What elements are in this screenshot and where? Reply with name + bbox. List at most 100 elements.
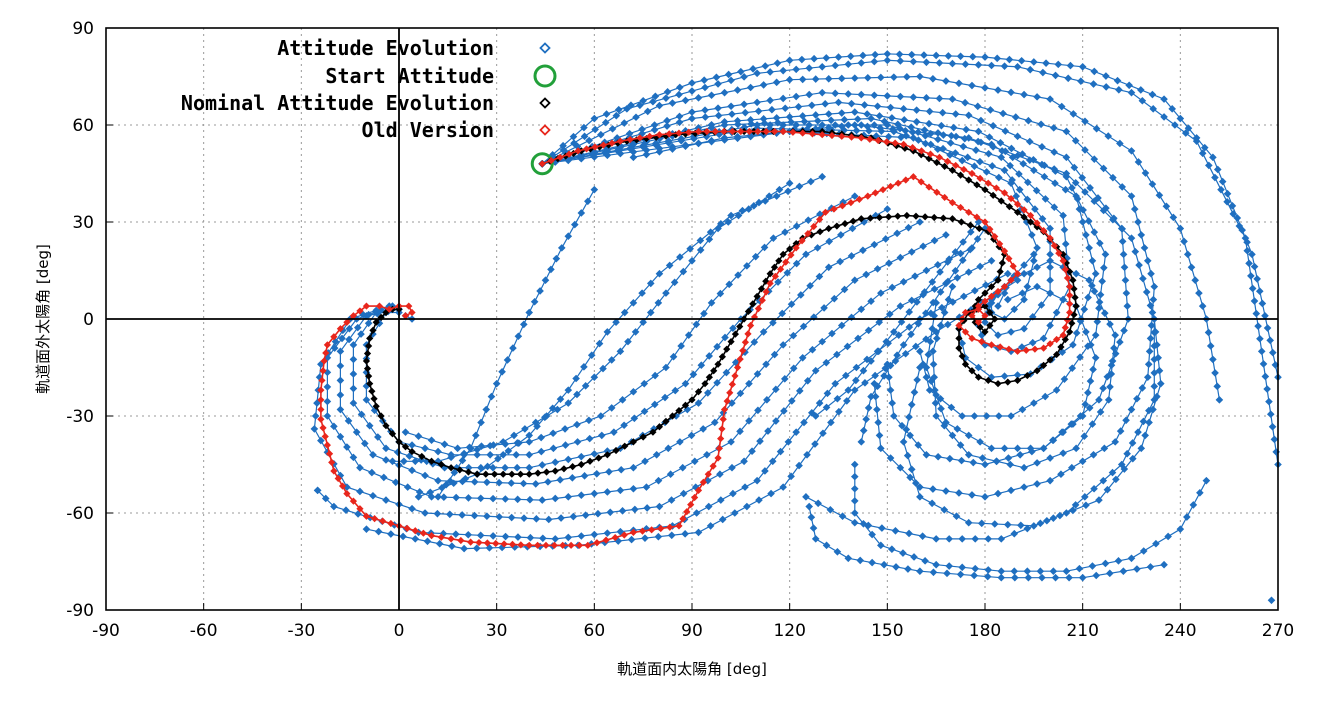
data-point bbox=[820, 304, 828, 312]
data-point bbox=[818, 337, 827, 346]
data-point bbox=[783, 269, 792, 277]
data-point bbox=[612, 111, 621, 120]
data-point bbox=[369, 326, 377, 334]
data-point bbox=[719, 415, 727, 423]
data-point bbox=[1213, 165, 1222, 174]
data-point bbox=[857, 134, 865, 142]
data-point bbox=[597, 412, 605, 420]
data-point bbox=[888, 399, 897, 407]
data-point bbox=[1252, 309, 1261, 318]
data-point bbox=[762, 288, 770, 296]
data-point bbox=[753, 69, 761, 78]
data-point bbox=[916, 218, 924, 226]
data-point bbox=[728, 110, 736, 118]
data-point bbox=[741, 483, 749, 491]
data-point bbox=[826, 505, 835, 514]
data-point bbox=[1146, 563, 1155, 571]
data-point bbox=[537, 447, 546, 456]
data-point bbox=[536, 287, 544, 295]
data-point bbox=[816, 228, 824, 236]
data-point bbox=[740, 100, 748, 109]
data-point bbox=[1028, 231, 1036, 239]
data-point bbox=[1181, 129, 1190, 137]
data-point bbox=[932, 51, 940, 60]
data-point bbox=[564, 455, 573, 464]
data-point bbox=[907, 296, 916, 305]
data-point bbox=[1023, 282, 1032, 291]
data-point bbox=[655, 269, 664, 278]
data-point bbox=[987, 444, 996, 453]
data-point bbox=[850, 509, 859, 517]
data-point bbox=[707, 91, 716, 100]
data-point bbox=[831, 89, 840, 98]
data-point bbox=[666, 470, 675, 478]
data-point bbox=[581, 511, 590, 519]
data-point bbox=[784, 187, 792, 196]
data-point bbox=[688, 108, 696, 116]
data-point bbox=[1086, 377, 1095, 385]
data-point bbox=[896, 302, 905, 310]
data-point bbox=[1051, 71, 1060, 80]
data-point bbox=[325, 450, 334, 458]
data-point bbox=[874, 136, 882, 145]
data-point bbox=[1090, 287, 1099, 295]
data-point bbox=[1049, 124, 1058, 132]
data-point bbox=[380, 473, 388, 482]
data-point bbox=[836, 257, 844, 266]
data-point bbox=[983, 572, 992, 581]
data-point bbox=[890, 412, 898, 420]
data-point bbox=[909, 134, 918, 142]
data-point bbox=[734, 120, 742, 129]
data-point bbox=[713, 342, 721, 351]
data-point bbox=[883, 121, 892, 129]
data-point bbox=[981, 224, 989, 233]
data-point bbox=[940, 505, 949, 514]
data-point bbox=[958, 535, 967, 543]
data-point bbox=[962, 125, 970, 134]
data-point bbox=[800, 117, 809, 126]
data-point bbox=[317, 405, 325, 414]
data-point bbox=[1268, 422, 1277, 431]
data-point bbox=[1062, 567, 1071, 575]
data-point bbox=[452, 463, 461, 472]
data-point bbox=[1108, 357, 1117, 365]
data-point bbox=[1228, 202, 1237, 210]
data-point bbox=[525, 438, 534, 446]
data-point bbox=[883, 138, 891, 146]
data-point bbox=[525, 463, 534, 472]
data-point bbox=[458, 456, 467, 465]
data-point bbox=[981, 297, 989, 305]
data-point bbox=[835, 407, 843, 416]
data-point bbox=[949, 123, 958, 132]
data-point bbox=[639, 318, 647, 327]
data-point bbox=[649, 428, 657, 436]
data-point bbox=[976, 157, 984, 166]
data-point bbox=[629, 299, 638, 307]
data-point bbox=[1096, 408, 1105, 416]
data-point bbox=[1004, 454, 1013, 462]
data-point bbox=[1059, 449, 1067, 457]
data-point bbox=[1033, 244, 1041, 252]
data-point bbox=[1000, 444, 1009, 453]
data-point bbox=[1062, 153, 1071, 162]
data-point bbox=[779, 94, 787, 103]
data-point bbox=[620, 531, 628, 539]
data-point bbox=[489, 441, 498, 449]
data-point bbox=[922, 373, 931, 381]
data-point bbox=[1215, 396, 1224, 404]
data-point bbox=[476, 494, 485, 503]
data-point bbox=[1090, 228, 1099, 236]
data-point bbox=[859, 51, 867, 60]
data-point bbox=[870, 240, 879, 249]
data-point bbox=[1127, 554, 1136, 563]
data-point bbox=[1098, 277, 1106, 286]
data-point bbox=[938, 108, 947, 117]
data-point bbox=[654, 476, 663, 485]
data-point bbox=[779, 127, 787, 136]
data-point bbox=[779, 341, 787, 349]
data-point bbox=[689, 370, 698, 379]
data-point bbox=[385, 305, 393, 313]
data-point bbox=[1122, 416, 1130, 425]
data-point bbox=[620, 119, 629, 127]
data-point bbox=[603, 151, 612, 160]
